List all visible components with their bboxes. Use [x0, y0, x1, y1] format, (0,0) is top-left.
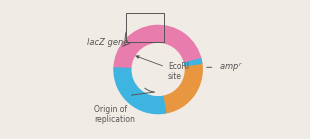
- Wedge shape: [163, 60, 202, 113]
- Text: Origin of
replication: Origin of replication: [94, 105, 135, 124]
- Text: lacZ gene: lacZ gene: [87, 38, 128, 47]
- Text: EcoRI
site: EcoRI site: [136, 56, 189, 81]
- Wedge shape: [185, 59, 202, 66]
- Wedge shape: [114, 68, 166, 114]
- Text: $\mathit{amp}^r$: $\mathit{amp}^r$: [219, 60, 243, 74]
- Wedge shape: [114, 25, 201, 69]
